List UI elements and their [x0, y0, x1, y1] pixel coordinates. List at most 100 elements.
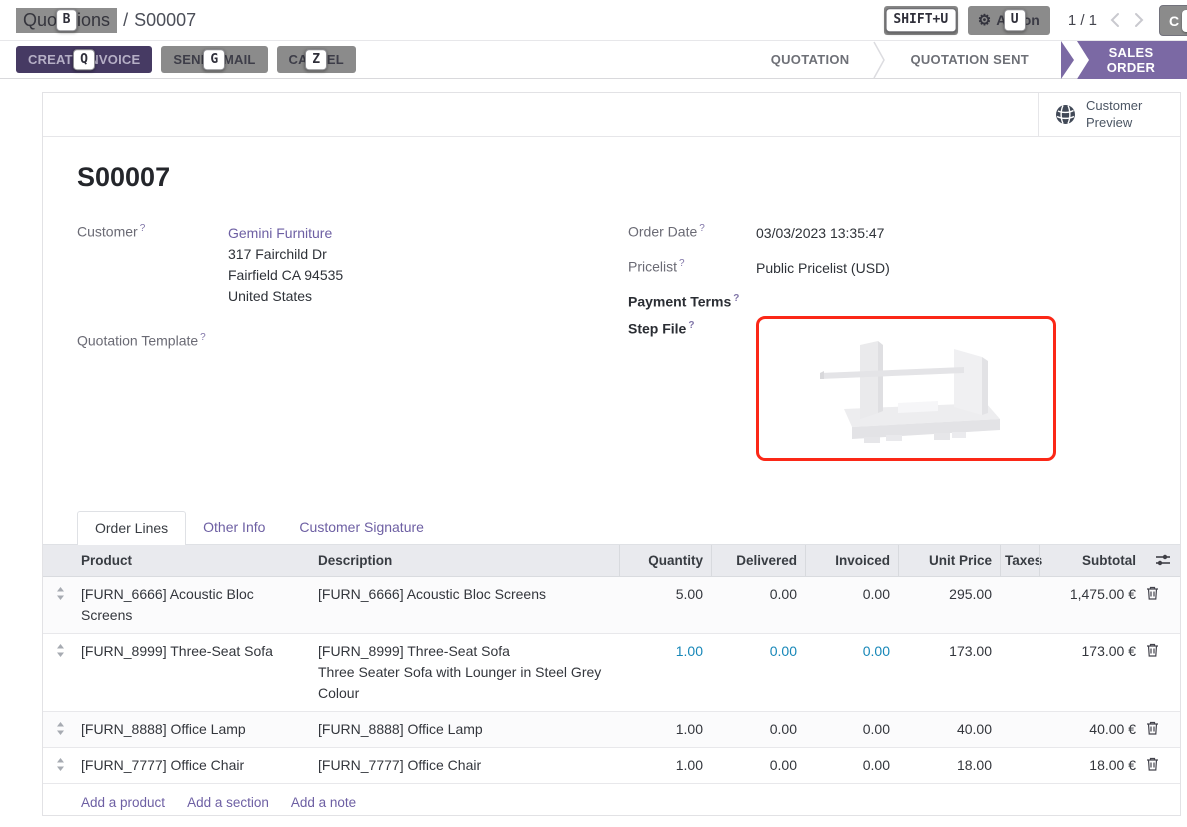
order-lines-table: Product Description Quantity Delivered I… [43, 543, 1180, 815]
cell-invoiced[interactable]: 0.00 [862, 642, 890, 659]
pricelist-value[interactable]: Public Pricelist (USD) [756, 260, 890, 276]
send-email-button[interactable]: SEND EMAIL G [161, 46, 268, 73]
cell-delivered[interactable]: 0.00 [769, 585, 797, 602]
table-footer-links: Add a product Add a section Add a note [43, 784, 1180, 815]
payment-terms-label: Payment Terms? [628, 293, 740, 310]
help-icon: ? [699, 223, 705, 234]
cell-description[interactable]: [FURN_6666] Acoustic Bloc Screens [318, 585, 546, 602]
cell-product[interactable]: [FURN_8888] Office Lamp [81, 720, 246, 737]
cell-taxes[interactable] [1000, 748, 1039, 762]
cell-description[interactable]: [FURN_8999] Three-Seat Sofa Three Seater… [318, 642, 602, 701]
trash-icon [1147, 721, 1158, 735]
cell-delivered[interactable]: 0.00 [769, 642, 797, 659]
cell-unit-price[interactable]: 295.00 [949, 585, 992, 602]
optional-columns-button[interactable] [1144, 545, 1180, 576]
help-icon: ? [679, 258, 685, 269]
cell-delivered[interactable]: 0.00 [769, 720, 797, 737]
sheet-header-strip: Customer Preview [43, 93, 1180, 137]
cell-subtotal: 40.00 € [1089, 720, 1136, 737]
tab-order-lines[interactable]: Order Lines [77, 510, 187, 545]
quotation-template-label: Quotation Template? [77, 332, 206, 349]
cell-product[interactable]: [FURN_6666] Acoustic Bloc Screens [81, 585, 254, 623]
col-header-subtotal: Subtotal [1039, 544, 1144, 576]
cell-invoiced[interactable]: 0.00 [862, 756, 890, 773]
cell-quantity[interactable]: 5.00 [675, 585, 703, 602]
cell-product[interactable]: [FURN_8999] Three-Seat Sofa [81, 642, 273, 659]
step-file-preview[interactable] [756, 315, 1056, 461]
drag-handle[interactable] [43, 634, 77, 657]
help-icon: ? [733, 293, 740, 304]
cell-taxes[interactable] [1000, 712, 1039, 726]
cell-delivered[interactable]: 0.00 [769, 756, 797, 773]
cell-taxes[interactable] [1000, 634, 1039, 648]
cell-quantity[interactable]: 1.00 [675, 642, 703, 659]
form-left-column: Customer? Gemini Furniture 317 Fairchild… [77, 223, 628, 475]
breadcrumb-record: S00007 [134, 9, 197, 30]
drag-handle-icon [56, 586, 64, 600]
delete-row-button[interactable] [1144, 634, 1180, 657]
col-header-invoiced: Invoiced [805, 544, 898, 576]
favorite-button[interactable]: SHIFT+U [883, 5, 958, 35]
tab-customer-signature[interactable]: Customer Signature [282, 511, 441, 544]
field-payment-terms: Payment Terms? [628, 293, 1146, 310]
cell-unit-price[interactable]: 18.00 [956, 756, 992, 773]
cell-taxes[interactable] [1000, 577, 1039, 591]
customer-preview-button[interactable]: Customer Preview [1038, 93, 1180, 136]
optional-columns-icon [1156, 554, 1170, 566]
cell-subtotal: 1,475.00 € [1069, 585, 1136, 602]
action-menu-button[interactable]: ⚙ Action U [967, 5, 1050, 35]
create-invoice-button[interactable]: CREATE INVOICE Q [16, 46, 153, 73]
col-header-unit-price: Unit Price [898, 544, 1000, 576]
cell-description[interactable]: [FURN_8888] Office Lamp [318, 720, 483, 737]
drag-handle[interactable] [43, 712, 77, 735]
drag-handle-icon [56, 643, 64, 657]
drag-handle-icon [56, 721, 64, 735]
status-step-quotation[interactable]: QUOTATION [747, 41, 874, 78]
cell-invoiced[interactable]: 0.00 [862, 585, 890, 602]
notebook-tabs: Order Lines Other Info Customer Signatur… [77, 510, 1146, 545]
handle-column-header [43, 545, 77, 576]
add-section-link[interactable]: Add a section [187, 794, 269, 810]
cell-description[interactable]: [FURN_7777] Office Chair [318, 756, 482, 773]
clipped-top-right-button[interactable]: C [1159, 5, 1187, 36]
add-product-link[interactable]: Add a product [81, 794, 166, 810]
col-header-description: Description [318, 552, 393, 568]
cancel-button[interactable]: CANCEL Z [276, 46, 356, 73]
chevron-right-icon [1135, 13, 1144, 27]
table-row: [FURN_7777] Office Chair [FURN_7777] Off… [43, 748, 1180, 784]
delete-row-button[interactable] [1144, 577, 1180, 600]
cell-invoiced[interactable]: 0.00 [862, 720, 890, 737]
shortcut-badge-action: U [1003, 9, 1026, 31]
cell-unit-price[interactable]: 173.00 [949, 642, 992, 659]
col-header-delivered: Delivered [711, 544, 805, 576]
add-note-link[interactable]: Add a note [290, 794, 357, 810]
field-quotation-template[interactable]: Quotation Template? [77, 332, 628, 349]
status-step-quotation-sent[interactable]: QUOTATION SENT [886, 41, 1053, 78]
order-date-value[interactable]: 03/03/2023 13:35:47 [756, 225, 885, 241]
col-header-taxes: Taxes [1000, 544, 1042, 576]
status-step-sales-order[interactable]: SALES ORDER [1077, 40, 1187, 79]
pager-next-button[interactable] [1132, 12, 1147, 28]
table-header-row: Product Description Quantity Delivered I… [43, 543, 1180, 577]
tab-other-info[interactable]: Other Info [186, 511, 282, 544]
cell-product[interactable]: [FURN_7777] Office Chair [81, 756, 245, 773]
customer-link[interactable]: Gemini Furniture [228, 225, 333, 241]
cell-unit-price[interactable]: 40.00 [956, 720, 992, 737]
form-right-column: Order Date? 03/03/2023 13:35:47 Pricelis… [628, 223, 1146, 475]
pager-previous-button[interactable] [1107, 12, 1122, 28]
drag-handle[interactable] [43, 577, 77, 600]
customer-preview-label: Customer Preview [1086, 97, 1143, 130]
customer-field-value: Gemini Furniture 317 Fairchild Dr Fairfi… [228, 223, 343, 307]
breadcrumb: Quotations B / S00007 [16, 7, 197, 33]
clipped-button-label: C [1169, 12, 1180, 29]
form-sheet: Customer Preview S00007 Customer? Gemini… [42, 92, 1181, 816]
delete-row-button[interactable] [1144, 748, 1180, 771]
cell-quantity[interactable]: 1.00 [675, 720, 703, 737]
gear-icon: ⚙ [977, 12, 992, 29]
drag-handle[interactable] [43, 748, 77, 771]
shortcut-badge-breadcrumb: B [55, 9, 78, 31]
delete-row-button[interactable] [1144, 712, 1180, 735]
cell-quantity[interactable]: 1.00 [675, 756, 703, 773]
breadcrumb-quotations[interactable]: Quotations B [16, 7, 118, 33]
shortcut-badge-create-invoice: Q [73, 48, 96, 71]
